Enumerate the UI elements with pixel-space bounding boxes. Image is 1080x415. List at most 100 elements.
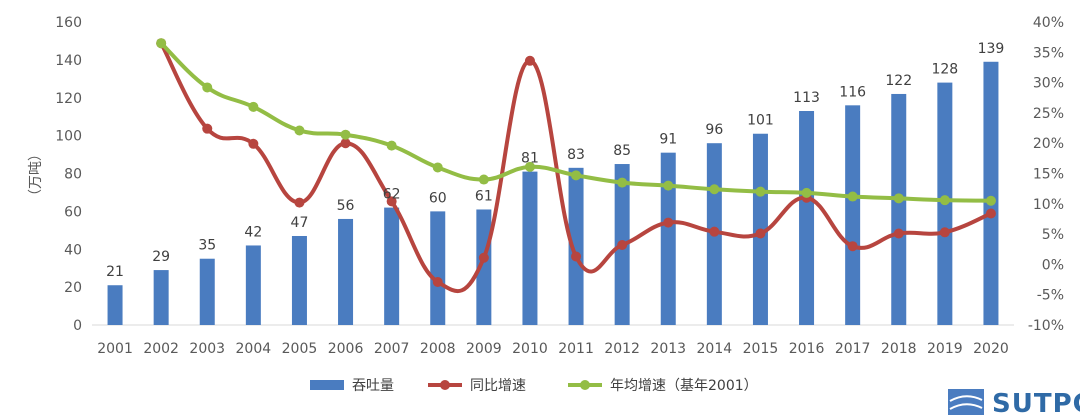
x-tick-label: 2004 [236, 341, 272, 357]
y-right-tick-label: 10% [1033, 197, 1064, 213]
y-left-tick-label: 80 [64, 167, 82, 183]
y-right-tick-label: -5% [1037, 288, 1064, 304]
bar [799, 111, 815, 325]
series-point [202, 82, 213, 93]
y-right-tick-label: 35% [1033, 45, 1064, 61]
bar-data-label: 42 [244, 224, 262, 240]
bar-data-label: 101 [747, 113, 774, 129]
bar-series [107, 61, 999, 326]
bar-data-label: 128 [931, 62, 958, 78]
bar-data-label: 29 [152, 249, 170, 265]
y-right-tick-label: 30% [1033, 76, 1064, 92]
x-tick-label: 2010 [512, 341, 548, 357]
x-tick-label: 2007 [374, 341, 410, 357]
y-left-tick-label: 20 [64, 280, 82, 296]
x-tick-label: 2009 [466, 341, 502, 357]
bar-data-label: 83 [567, 147, 585, 163]
y-left-tick-label: 60 [64, 204, 82, 220]
x-tick-label: 2012 [604, 341, 640, 357]
series-point [571, 251, 582, 262]
y-right-tick-label: 40% [1033, 15, 1064, 31]
legend-label: 年均增速（基年2001） [610, 377, 758, 394]
watermark-text: SUTPC [992, 389, 1080, 415]
legend-marker [580, 380, 590, 390]
y-left-tick-label: 140 [55, 53, 82, 69]
bar-data-label: 122 [885, 73, 912, 89]
series-point [663, 217, 674, 228]
series-point [709, 184, 720, 195]
bar [522, 171, 538, 325]
bar-data-label: 81 [521, 151, 539, 167]
series-point [156, 38, 167, 49]
axes: 0 20 40 60 80 100 120 140 160 -10% -5% 0% 5% 10% 15% 20… [55, 15, 1064, 357]
series-point [939, 195, 950, 206]
bar [430, 211, 446, 325]
legend-bar-swatch [310, 380, 344, 390]
bar-data-label: 35 [198, 238, 216, 254]
bar-data-label: 85 [613, 143, 631, 159]
bar [891, 93, 907, 326]
series-point [248, 101, 259, 112]
logo-mark-icon [948, 389, 984, 415]
series-point [524, 55, 535, 66]
series-point [939, 227, 950, 238]
series-point [386, 196, 397, 207]
series-point [340, 129, 351, 140]
series-point [847, 241, 858, 252]
series-point [893, 228, 904, 239]
x-tick-label: 2002 [143, 341, 179, 357]
bar-data-label: 91 [659, 132, 677, 148]
series-point [340, 138, 351, 149]
bar-data-label: 47 [291, 215, 309, 231]
series-point [524, 161, 535, 172]
y-left-tick-label: 0 [73, 318, 82, 334]
series-point [202, 123, 213, 134]
x-tick-label: 2006 [328, 341, 364, 357]
series-point [663, 180, 674, 191]
series-point [801, 187, 812, 198]
x-tick-label: 2018 [881, 341, 917, 357]
series-point [478, 174, 489, 185]
x-tick-label: 2017 [835, 341, 871, 357]
series-point [294, 197, 305, 208]
bar-data-label: 96 [705, 122, 723, 138]
bar [338, 218, 354, 325]
series-point [571, 170, 582, 181]
data-labels: 21 29 35 42 47 56 62 60 61 81 83 85 91 96 101 113 116 122… [106, 41, 1004, 280]
x-tick-label: 2020 [973, 341, 1009, 357]
series-point [755, 186, 766, 197]
x-tick-label: 2013 [650, 341, 686, 357]
x-tick-label: 2003 [189, 341, 225, 357]
bar [983, 61, 999, 326]
legend-label: 吞吐量 [352, 378, 394, 394]
y-right-tick-label: 0% [1042, 257, 1064, 273]
bar [476, 209, 492, 325]
series-point [294, 125, 305, 136]
x-tick-label: 2005 [282, 341, 318, 357]
x-tick-label: 2019 [927, 341, 963, 357]
x-tick-label: 2011 [558, 341, 594, 357]
bar [845, 105, 861, 325]
y-right-tick-label: 5% [1042, 227, 1064, 243]
bar-data-label: 139 [978, 41, 1005, 57]
bar-data-label: 21 [106, 264, 124, 280]
series-point [893, 193, 904, 204]
logo-wave-icon [949, 395, 983, 410]
bar [384, 207, 400, 325]
y-right-tick-label: 25% [1033, 106, 1064, 122]
series-point [432, 276, 443, 287]
watermark-logo: SUTPC [948, 389, 1080, 415]
legend-marker [440, 380, 450, 390]
series-point [847, 191, 858, 202]
bar-data-label: 60 [429, 190, 447, 206]
y-left-tick-label: 100 [55, 129, 82, 145]
series-point [617, 240, 628, 251]
bar [199, 258, 215, 325]
bar [107, 285, 123, 325]
bar-data-label: 61 [475, 188, 493, 204]
bar-data-label: 62 [383, 187, 401, 203]
y-left-tick-label: 120 [55, 91, 82, 107]
bar-data-label: 113 [793, 90, 820, 106]
series-point [478, 252, 489, 263]
